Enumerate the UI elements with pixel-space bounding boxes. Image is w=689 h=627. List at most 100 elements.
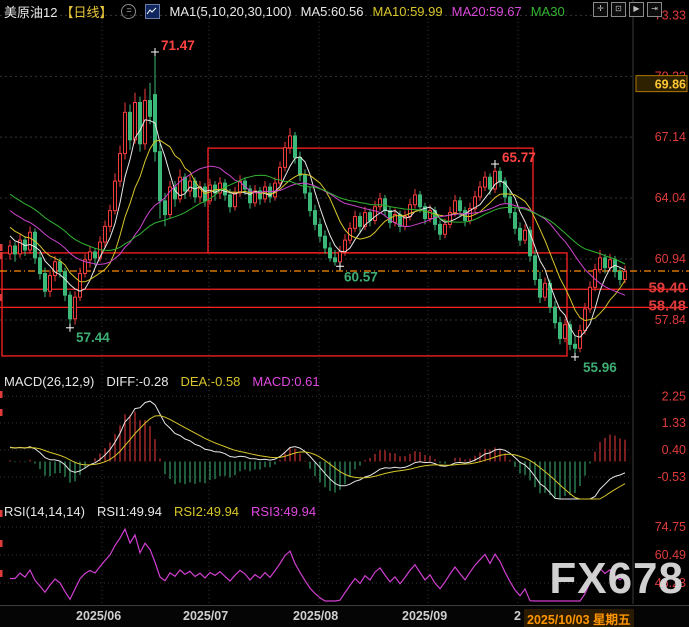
x-axis-month-label: 2025/06 — [76, 609, 121, 623]
candle-body — [539, 279, 542, 297]
macd-params-label[interactable]: MACD(26,12,9) — [4, 374, 94, 389]
macd-hist-value: MACD:0.61 — [252, 374, 319, 389]
axis-label: 57.84 — [655, 313, 686, 327]
play-chart-icon[interactable]: ▶ — [629, 2, 644, 17]
candle-body — [309, 193, 312, 211]
candle-body — [89, 252, 92, 260]
axis-label: 58.48 — [648, 297, 686, 314]
candle-body — [319, 224, 322, 236]
candle-body — [59, 262, 62, 272]
candle-body — [409, 205, 412, 217]
candle-body — [329, 248, 332, 258]
candle-body — [324, 236, 327, 248]
x-axis-current-date-label: 2025/10/03 星期五 — [524, 609, 634, 627]
left-edge-marker — [0, 570, 3, 577]
x-axis-month-label: 2025/07 — [183, 609, 228, 623]
crosshair-icon[interactable]: ✛ — [593, 2, 608, 17]
candle-body — [314, 211, 317, 225]
price-annotation: 60.57 — [344, 269, 378, 284]
instrument-name: 美原油12 — [4, 2, 57, 21]
candle-body — [79, 274, 82, 298]
candle-body — [479, 187, 482, 197]
left-edge-marker — [0, 510, 3, 517]
candle-body — [44, 274, 47, 292]
left-edge-marker — [0, 244, 3, 251]
candle-body — [344, 240, 347, 252]
axis-label: 64.04 — [655, 191, 686, 205]
candle-body — [524, 230, 527, 240]
price-annotation: 57.44 — [76, 330, 110, 345]
left-edge-marker — [0, 252, 3, 259]
ma-settings-label[interactable]: MA1(5,10,20,30,100) — [169, 4, 291, 19]
axis-label: 59.40 — [648, 279, 686, 296]
jump-end-icon[interactable]: ⇥ — [647, 2, 662, 17]
candle-body — [304, 175, 307, 193]
x-axis-partial-label: 2 — [514, 609, 521, 623]
candle-body — [374, 207, 377, 221]
candle-body — [14, 246, 17, 254]
fx678-watermark: FX678 — [549, 556, 684, 602]
candle-body — [39, 258, 42, 274]
candle-body — [334, 258, 337, 262]
candle-body — [69, 295, 72, 319]
left-edge-marker — [0, 391, 3, 398]
candle-body — [159, 152, 162, 201]
price-annotation: 71.47 — [161, 38, 195, 53]
candle-body — [619, 272, 622, 280]
candle-body — [29, 232, 32, 250]
candle-body — [534, 256, 537, 280]
candle-body — [354, 217, 357, 229]
rsi3-value: RSI3:49.94 — [251, 504, 316, 519]
candle-body — [284, 148, 287, 168]
line-chart-icon[interactable] — [145, 4, 160, 19]
candle-body — [514, 213, 517, 229]
x-axis-month-label: 2025/08 — [293, 609, 338, 623]
candle-body — [564, 325, 567, 339]
candle-body — [289, 136, 292, 148]
title-bar: 美原油12【日线】 = MA1(5,10,20,30,100) MA5:60.5… — [0, 0, 565, 22]
candle-body — [489, 177, 492, 189]
candle-body — [574, 344, 577, 348]
price-annotation: 55.96 — [583, 360, 617, 375]
circle-menu-icon[interactable]: = — [121, 4, 136, 19]
candle-body — [109, 211, 112, 227]
candle-body — [74, 297, 77, 319]
axis-label: -0.53 — [658, 470, 687, 484]
candle-body — [484, 177, 487, 187]
chart-app-window: 71.4765.7760.5757.4455.9673.3370.2367.14… — [0, 0, 689, 627]
time-axis[interactable]: 2025/062025/072025/082025/0922025/10/03 … — [0, 605, 689, 627]
rsi2-value: RSI2:49.94 — [174, 504, 239, 519]
candle-body — [459, 201, 462, 211]
candle-body — [104, 226, 107, 242]
price-annotation: 65.77 — [502, 150, 536, 165]
candle-body — [419, 195, 422, 207]
candle-body — [589, 287, 592, 309]
candle-body — [299, 158, 302, 176]
left-edge-marker — [0, 294, 3, 301]
candle-body — [189, 181, 192, 191]
ma30-value: MA30 — [531, 4, 565, 19]
axis-label: 69.86 — [655, 78, 686, 92]
rsi-params-label[interactable]: RSI(14,14,14) — [4, 504, 85, 519]
ma5-value: MA5:60.56 — [301, 4, 364, 19]
candle-body — [234, 193, 237, 207]
left-edge-marker — [0, 409, 3, 416]
candle-body — [499, 171, 502, 181]
candle-body — [359, 217, 362, 227]
axis-label: 2.25 — [662, 389, 686, 403]
candle-body — [544, 283, 547, 297]
candle-body — [64, 272, 67, 296]
candle-body — [554, 307, 557, 323]
candlestick-chart-canvas[interactable]: 71.4765.7760.5757.4455.9673.3370.2367.14… — [0, 0, 689, 627]
fit-chart-icon[interactable]: ⊡ — [611, 2, 626, 17]
candle-body — [519, 228, 522, 240]
candle-body — [9, 246, 12, 254]
candle-body — [139, 103, 142, 144]
candle-body — [559, 323, 562, 339]
candle-body — [164, 201, 167, 215]
timeframe-label[interactable]: 【日线】 — [60, 2, 112, 21]
candle-body — [49, 276, 52, 292]
candle-body — [339, 252, 342, 262]
candle-body — [369, 213, 372, 221]
candle-body — [604, 258, 607, 268]
